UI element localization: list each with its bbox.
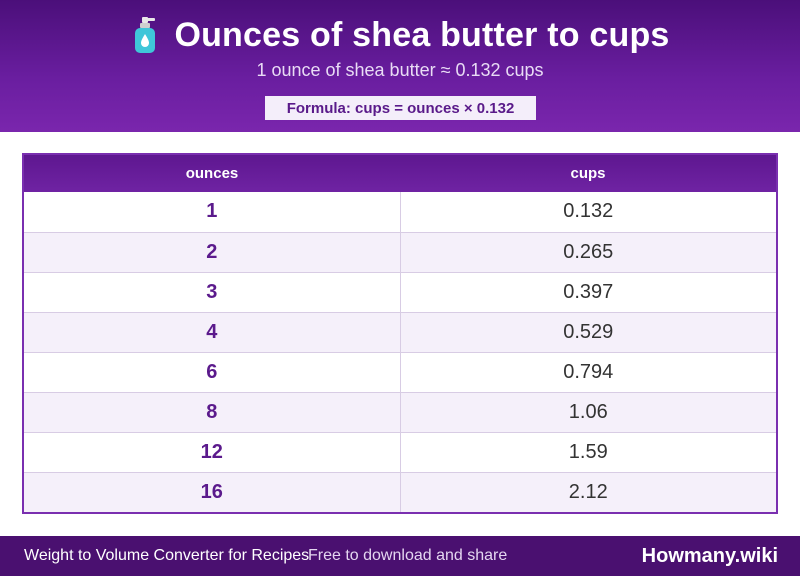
table-row: 6 0.794	[24, 352, 776, 393]
table-row: 3 0.397	[24, 272, 776, 313]
ounces-cell: 12	[24, 432, 401, 473]
column-header-cups: cups	[400, 155, 776, 192]
footer: Weight to Volume Converter for Recipes F…	[0, 536, 800, 576]
table-row: 16 2.12	[24, 472, 776, 512]
ounces-cell: 6	[24, 352, 401, 393]
ounces-cell: 4	[24, 312, 401, 353]
table-row: 1 0.132	[24, 192, 776, 233]
lotion-bottle-icon	[130, 15, 160, 55]
header: Ounces of shea butter to cups 1 ounce of…	[0, 0, 800, 132]
ounces-cell: 2	[24, 232, 401, 273]
cups-cell: 0.529	[400, 312, 776, 353]
cups-cell: 0.265	[400, 232, 776, 273]
cups-cell: 0.794	[400, 352, 776, 393]
footer-share-note: Free to download and share	[308, 547, 508, 564]
brand-logo-text[interactable]: Howmany.wiki	[641, 544, 778, 567]
cups-cell: 1.06	[400, 392, 776, 433]
conversion-subtitle: 1 ounce of shea butter ≈ 0.132 cups	[256, 60, 544, 80]
table-row: 12 1.59	[24, 432, 776, 473]
table-row: 2 0.265	[24, 232, 776, 273]
cups-cell: 0.397	[400, 272, 776, 313]
page-title: Ounces of shea butter to cups	[174, 15, 670, 54]
ounces-cell: 8	[24, 392, 401, 433]
column-header-ounces: ounces	[24, 155, 400, 192]
ounces-cell: 1	[24, 192, 401, 233]
cups-cell: 2.12	[400, 472, 776, 512]
table-row: 8 1.06	[24, 392, 776, 433]
conversion-table: ounces cups 1 0.132 2 0.265 3 0.397 4 0.…	[22, 153, 778, 514]
table-row: 4 0.529	[24, 312, 776, 353]
ounces-cell: 16	[24, 472, 401, 512]
title-row: Ounces of shea butter to cups	[0, 14, 800, 56]
cups-cell: 1.59	[400, 432, 776, 473]
cups-cell: 0.132	[400, 192, 776, 233]
formula-box: Formula: cups = ounces × 0.132	[265, 96, 536, 120]
table-header-row: ounces cups	[24, 155, 776, 192]
ounces-cell: 3	[24, 272, 401, 313]
footer-converter-title: Weight to Volume Converter for Recipes	[24, 547, 310, 564]
